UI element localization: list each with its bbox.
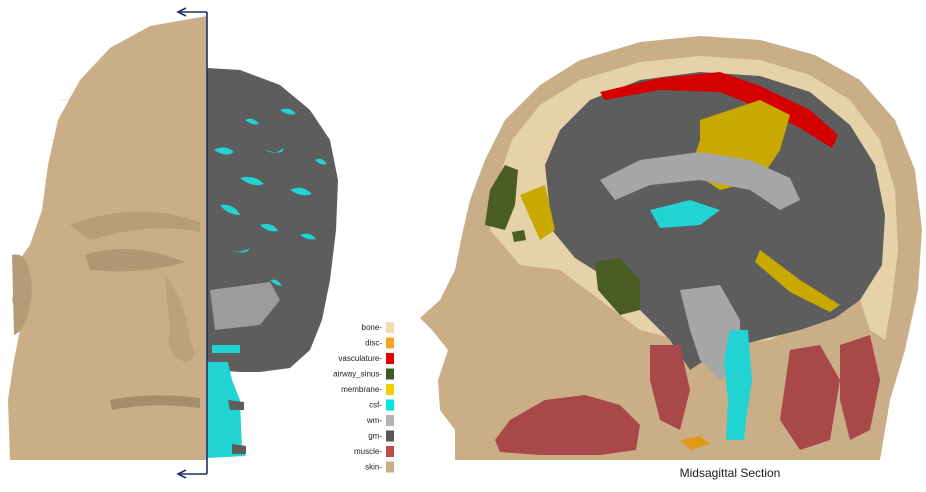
section-muscle-tongue [495,395,640,455]
section-muscle-neck-2 [780,345,840,450]
legend-item-disc: disc- [365,337,394,349]
legend-label: disc- [365,339,382,348]
section-sphenoid-sinus [595,258,640,315]
legend-swatch [386,446,394,457]
section-csf-ventricle [650,200,720,228]
brow-ridge [70,211,200,240]
section-membrane-lower [520,185,840,312]
legend-label: csf- [369,401,382,410]
legend-label: gm- [368,432,382,441]
ear [12,254,32,335]
legend-item-muscle: muscle- [354,446,394,457]
spine-csf-3d [207,362,246,458]
legend-label: muscle- [354,447,382,456]
legend-swatch [386,384,394,395]
legend-label: wm- [366,416,382,425]
head-3d-render [8,16,338,460]
legend-item-membrane: membrane- [341,384,394,395]
legend-item-csf: csf- [369,399,394,411]
section-axis [176,7,208,479]
legend-item-wm: wm- [366,415,394,426]
section-frontal-sinus [485,165,518,230]
legend-swatch [386,322,394,333]
legend-label: skin- [365,463,382,472]
section-csf-canal [724,330,752,440]
section-muscle-neck-1 [650,345,690,430]
wm-region-3d [210,282,280,330]
face-skin-surface [8,16,207,460]
legend-item-skin: skin- [365,461,394,473]
legend-swatch [386,337,394,349]
legend-swatch [386,461,394,473]
mouth [110,395,200,410]
legend-item-vasculature: vasculature- [338,353,394,364]
legend-swatch [386,368,394,380]
section-muscle-neck-3 [840,335,880,440]
eye-region [85,248,185,272]
midsagittal-section [420,36,922,460]
legend-swatch [386,353,394,364]
csf-sulci-3d [212,108,327,353]
section-disc [680,436,710,450]
section-caption: Midsagittal Section [679,466,781,480]
legend-item-airway-sinus: airway_sinus- [333,368,394,380]
section-white-matter [600,152,800,210]
nose [165,275,194,362]
tissue-legend: bone-disc-vasculature-airway_sinus-membr… [333,322,394,473]
section-vasculature [600,72,838,148]
gm-lower-strips [228,400,246,454]
legend-swatch [386,399,394,411]
legend-item-gm: gm- [368,430,394,442]
legend-label: membrane- [341,385,382,394]
legend-item-bone: bone- [362,322,394,333]
legend-swatch [386,415,394,426]
legend-swatch [386,430,394,442]
legend-label: airway_sinus- [333,370,382,379]
voxel-texture [20,99,207,441]
legend-label: vasculature- [338,354,382,363]
legend-label: bone- [362,323,383,332]
section-small-sinus [512,230,526,242]
